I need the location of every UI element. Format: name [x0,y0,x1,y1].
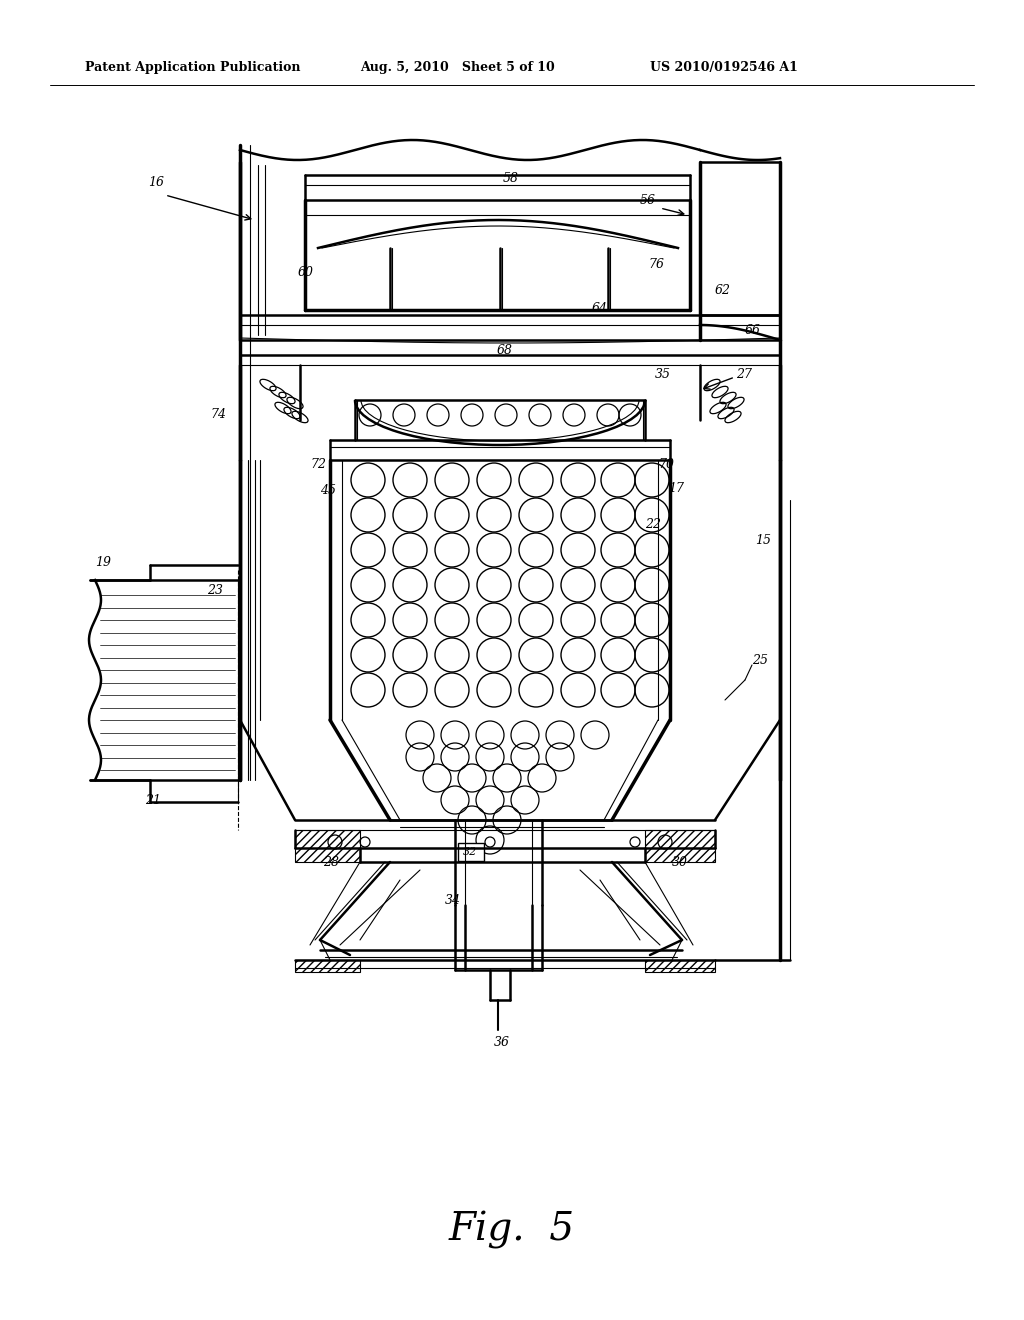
Text: Patent Application Publication: Patent Application Publication [85,62,300,74]
Text: 45: 45 [319,483,336,496]
Text: 68: 68 [497,343,513,356]
Polygon shape [645,830,715,862]
Polygon shape [295,960,360,972]
Text: 17: 17 [668,482,684,495]
Text: 16: 16 [148,177,164,190]
Text: 74: 74 [210,408,226,421]
Text: 56: 56 [640,194,656,206]
Text: 60: 60 [298,265,314,279]
Text: 34: 34 [445,894,461,907]
Text: 36: 36 [494,1035,510,1048]
Text: 70: 70 [658,458,674,471]
Text: 62: 62 [715,284,731,297]
Text: 58: 58 [503,172,519,185]
Text: 66: 66 [745,323,761,337]
Text: Fig.  5: Fig. 5 [449,1210,575,1249]
Polygon shape [295,830,360,862]
Text: 19: 19 [95,557,111,569]
Text: Aug. 5, 2010   Sheet 5 of 10: Aug. 5, 2010 Sheet 5 of 10 [360,62,555,74]
Text: 21: 21 [145,793,161,807]
Text: US 2010/0192546 A1: US 2010/0192546 A1 [650,62,798,74]
Text: 30: 30 [672,855,688,869]
Bar [458,843,484,861]
Text: 28: 28 [323,855,339,869]
Text: 25: 25 [752,653,768,667]
Text: 27: 27 [736,368,752,381]
Polygon shape [645,960,715,972]
Text: 22: 22 [645,519,662,532]
Text: 76: 76 [648,259,664,272]
Text: 72: 72 [310,458,326,471]
Text: 32: 32 [463,847,477,857]
Text: 15: 15 [755,533,771,546]
Text: 64: 64 [592,301,608,314]
Text: 35: 35 [655,368,671,381]
Text: 23: 23 [207,583,223,597]
